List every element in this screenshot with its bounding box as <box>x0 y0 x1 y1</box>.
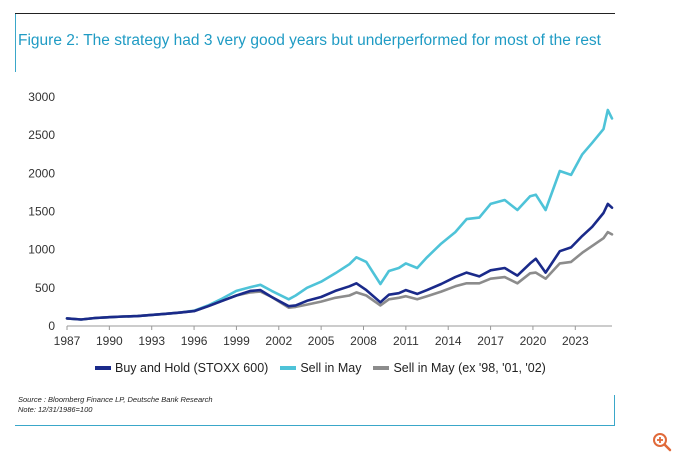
legend-label: Buy and Hold (STOXX 600) <box>115 361 269 375</box>
x-tick-label: 2005 <box>308 334 335 348</box>
y-tick-label: 500 <box>35 281 55 295</box>
chart-legend: Buy and Hold (STOXX 600) Sell in May Sell … <box>95 358 552 378</box>
source-note: Source : Bloomberg Finance LP, Deutsche … <box>18 395 213 415</box>
x-tick-label: 2014 <box>435 334 462 348</box>
x-tick-label: 1993 <box>138 334 165 348</box>
legend-swatch <box>95 366 111 370</box>
x-tick-label: 1999 <box>223 334 250 348</box>
source-text: Source : Bloomberg Finance LP, Deutsche … <box>18 395 213 404</box>
y-tick-label: 2500 <box>28 128 55 142</box>
zoom-in-icon[interactable] <box>652 432 672 452</box>
x-tick-label: 2002 <box>265 334 292 348</box>
legend-item: Sell in May (ex '98, '01, '02) <box>373 361 546 375</box>
x-tick-label: 2008 <box>350 334 377 348</box>
x-tick-label: 1987 <box>54 334 81 348</box>
x-tick-label: 2017 <box>477 334 504 348</box>
legend-swatch <box>373 366 390 370</box>
x-tick-label: 1996 <box>181 334 208 348</box>
x-tick-label: 2023 <box>562 334 589 348</box>
figure-title: Figure 2: The strategy had 3 very good y… <box>18 32 601 49</box>
x-tick-label: 2011 <box>393 334 419 348</box>
legend-swatch <box>280 366 297 370</box>
x-tick-label: 2020 <box>520 334 547 348</box>
title-accent-bar <box>15 14 16 72</box>
series-line-2 <box>65 108 614 321</box>
top-rule <box>15 13 615 14</box>
legend-item: Buy and Hold (STOXX 600) <box>95 361 268 375</box>
right-rule <box>614 395 615 425</box>
legend-label: Sell in May (ex '98, '01, '02) <box>393 361 546 375</box>
legend-item: Sell in May <box>280 361 361 375</box>
x-tick-label: 1990 <box>96 334 123 348</box>
series-line-3 <box>65 230 614 321</box>
y-tick-label: 0 <box>48 319 55 333</box>
y-tick-label: 1500 <box>28 205 55 219</box>
y-tick-label: 2000 <box>28 166 55 180</box>
note-text: Note: 12/31/1986=100 <box>18 405 93 414</box>
legend-label: Sell in May <box>300 361 362 375</box>
series-line-1 <box>65 202 614 321</box>
y-tick-label: 3000 <box>28 90 55 104</box>
y-tick-label: 1000 <box>28 243 55 257</box>
bottom-rule <box>15 425 615 426</box>
